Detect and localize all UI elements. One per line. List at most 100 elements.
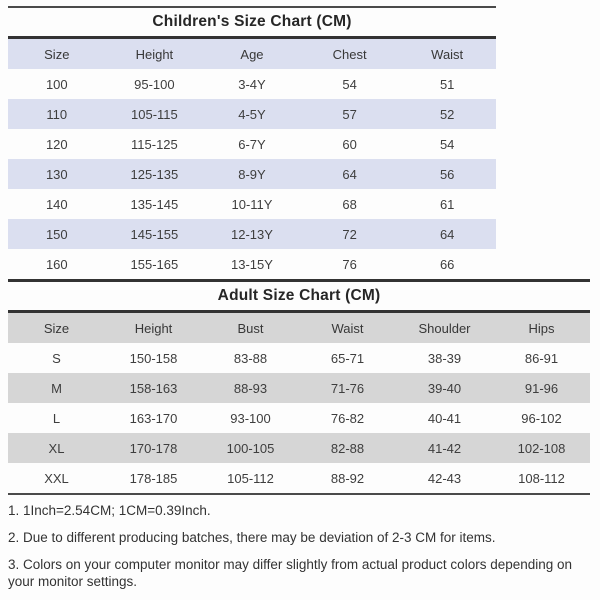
table-cell: 155-165 — [130, 256, 179, 272]
table-cell: 13-15Y — [231, 256, 273, 272]
table-cell: 88-93 — [233, 380, 268, 396]
table-cell: 93-100 — [230, 410, 271, 426]
table-cell: 170-178 — [129, 440, 178, 456]
note-inch-conversion: 1. 1Inch=2.54CM; 1CM=0.39Inch. — [8, 503, 211, 518]
header-row: Size Height Age Chest Waist — [8, 39, 496, 69]
table-cell: 10-11Y — [231, 196, 273, 212]
table-cell: 83-88 — [233, 350, 268, 366]
table-cell: 125-135 — [130, 166, 179, 182]
table-cell: 42-43 — [427, 470, 462, 486]
adult-size-chart-section: Adult Size Chart (CM) Size Height Bust Wais… — [8, 279, 590, 495]
adult-size-table: Size Height Bust Waist Shoulder Hips S 150-158 8… — [8, 313, 590, 493]
table-cell: 8-9Y — [238, 166, 266, 182]
table-cell: 95-100 — [134, 76, 175, 92]
table-row: XL 170-178 100-105 82-88 41-42 102-108 — [8, 433, 590, 463]
table-cell: 52 — [439, 106, 455, 122]
table-cell: 115-125 — [131, 136, 178, 152]
children-chart-title: Children's Size Chart (CM) — [152, 13, 352, 30]
table-cell: L — [52, 410, 61, 426]
table-cell: 160 — [45, 256, 68, 272]
column-header: Waist — [431, 46, 464, 62]
table-row: 140 135-145 10-11Y 68 61 — [8, 189, 496, 219]
table-cell: 51 — [439, 76, 455, 92]
bottom-divider — [8, 493, 590, 495]
table-cell: 40-41 — [427, 410, 462, 426]
table-cell: 150-158 — [129, 350, 178, 366]
table-cell: 54 — [342, 76, 357, 92]
table-cell: 120 — [45, 136, 68, 152]
table-cell: 54 — [439, 136, 455, 152]
adult-chart-title: Adult Size Chart (CM) — [217, 287, 381, 304]
table-cell: 12-13Y — [231, 226, 273, 242]
column-header: Size — [44, 46, 70, 62]
table-row: XXL 178-185 105-112 88-92 42-43 108-112 — [8, 463, 590, 493]
table-cell: 64 — [342, 166, 357, 182]
note-monitor-colors: 3. Colors on your computer monitor may d… — [8, 557, 573, 589]
note-deviation: 2. Due to different producing batches, t… — [8, 530, 496, 545]
notes-section: 1. 1Inch=2.54CM; 1CM=0.39Inch. 2. Due to… — [8, 502, 592, 590]
table-row: S 150-158 83-88 65-71 38-39 86-91 — [8, 343, 590, 373]
table-cell: 100-105 — [226, 440, 275, 456]
table-cell: 72 — [342, 226, 357, 242]
table-row: 110 105-115 4-5Y 57 52 — [8, 99, 496, 129]
column-header: Bust — [237, 320, 264, 336]
table-cell: 66 — [439, 256, 455, 272]
table-row: 100 95-100 3-4Y 54 51 — [8, 69, 496, 99]
table-cell: XXL — [44, 470, 69, 486]
table-row: 130 125-135 8-9Y 64 56 — [8, 159, 496, 189]
table-row: M 158-163 88-93 71-76 39-40 91-96 — [8, 373, 590, 403]
table-cell: 100 — [45, 76, 68, 92]
table-cell: 145-155 — [130, 226, 179, 242]
table-cell: 82-88 — [330, 440, 365, 456]
table-cell: 163-170 — [129, 410, 178, 426]
column-header: Size — [43, 320, 70, 336]
table-cell: 158-163 — [129, 380, 178, 396]
table-cell: S — [52, 350, 61, 366]
table-cell: 65-71 — [330, 350, 365, 366]
children-size-table: Size Height Age Chest Waist 100 95-100 3-4Y 54 51… — [8, 39, 496, 279]
table-cell: 88-92 — [330, 470, 365, 486]
table-cell: 178-185 — [129, 470, 178, 486]
table-cell: 105-112 — [227, 470, 274, 486]
table-cell: 60 — [342, 136, 357, 152]
table-row: 150 145-155 12-13Y 72 64 — [8, 219, 496, 249]
table-cell: 6-7Y — [238, 136, 266, 152]
table-row: 160 155-165 13-15Y 76 66 — [8, 249, 496, 279]
table-cell: 41-42 — [427, 440, 462, 456]
table-cell: 57 — [342, 106, 357, 122]
table-cell: 38-39 — [427, 350, 462, 366]
table-cell: 91-96 — [524, 380, 559, 396]
table-cell: 140 — [45, 196, 68, 212]
table-cell: 76-82 — [330, 410, 365, 426]
table-row: L 163-170 93-100 76-82 40-41 96-102 — [8, 403, 590, 433]
column-header: Height — [135, 46, 174, 62]
table-cell: 71-76 — [330, 380, 365, 396]
table-cell: 61 — [439, 196, 455, 212]
children-title-divider — [8, 36, 496, 39]
table-cell: 3-4Y — [238, 76, 266, 92]
table-cell: 86-91 — [524, 350, 559, 366]
table-cell: 150 — [45, 226, 68, 242]
table-cell: 56 — [439, 166, 455, 182]
column-header: Chest — [332, 46, 367, 62]
children-size-chart-section: Children's Size Chart (CM) Size Height Age… — [8, 6, 496, 279]
header-row: Size Height Bust Waist Shoulder Hips — [8, 313, 590, 343]
table-cell: 68 — [342, 196, 357, 212]
column-header: Age — [240, 46, 264, 62]
column-header: Hips — [528, 320, 555, 336]
table-cell: 110 — [46, 106, 68, 122]
table-cell: M — [51, 380, 62, 396]
table-cell: XL — [48, 440, 65, 456]
column-header: Shoulder — [418, 320, 471, 336]
table-cell: 135-145 — [130, 196, 179, 212]
adult-top-divider — [8, 279, 590, 282]
table-cell: 108-112 — [518, 470, 565, 486]
table-cell: 130 — [45, 166, 68, 182]
column-header: Waist — [331, 320, 364, 336]
adult-title-divider — [8, 310, 590, 313]
table-cell: 96-102 — [521, 410, 562, 426]
top-divider — [8, 6, 496, 8]
table-cell: 64 — [439, 226, 455, 242]
table-cell: 76 — [342, 256, 357, 272]
